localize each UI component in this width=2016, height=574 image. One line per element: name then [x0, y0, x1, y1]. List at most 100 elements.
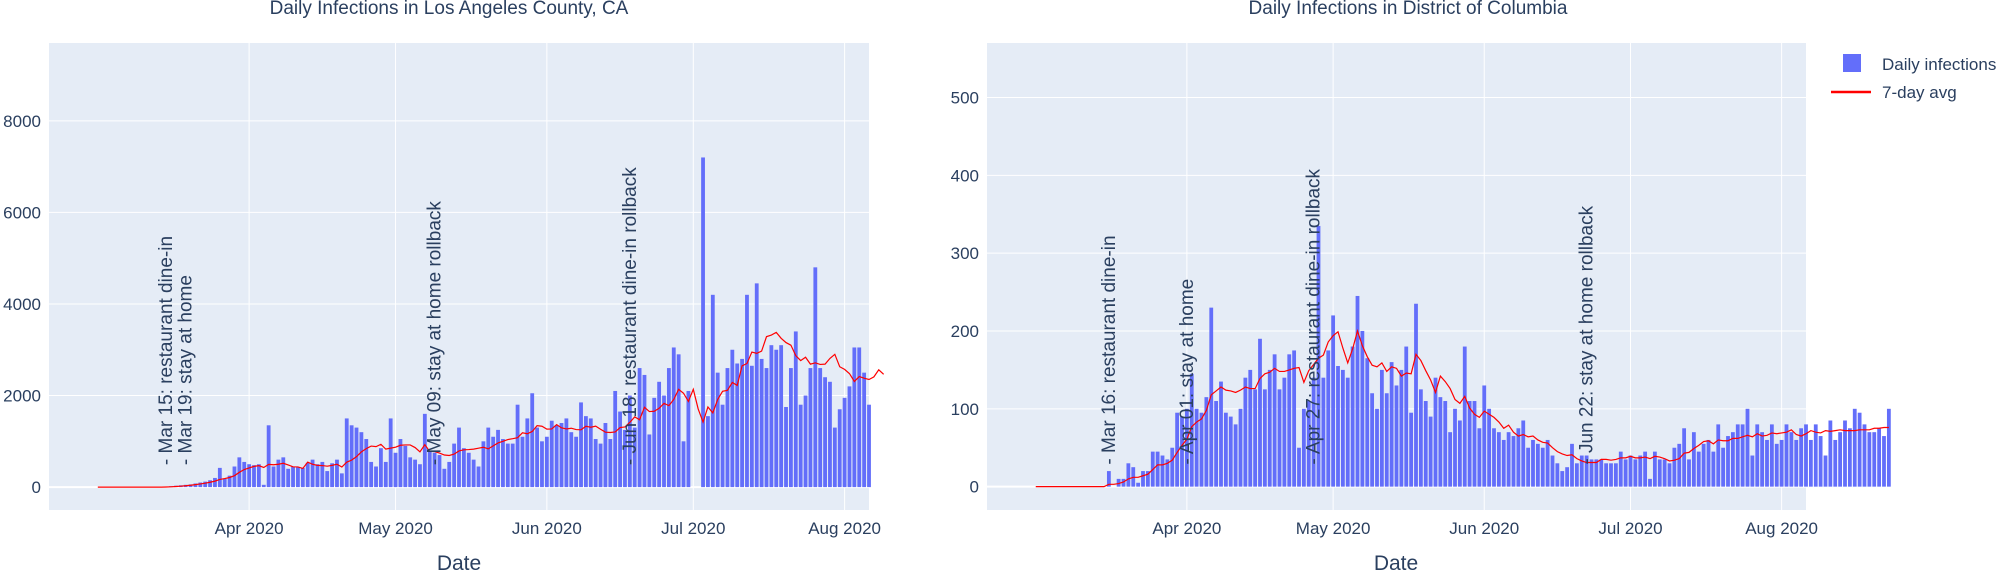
- bar: [593, 439, 598, 488]
- bar: [1862, 424, 1867, 487]
- bar: [1735, 424, 1740, 487]
- bar: [501, 439, 505, 488]
- bar: [1228, 416, 1233, 487]
- bar: [1238, 408, 1243, 487]
- bar: [769, 345, 774, 488]
- bar: [759, 358, 764, 488]
- legend[interactable]: Daily infections 7-day avg: [1831, 54, 1996, 102]
- legend-item-daily-infections[interactable]: Daily infections: [1843, 54, 1996, 74]
- bar: [217, 467, 222, 488]
- bar: [1121, 478, 1126, 487]
- bar: [1882, 436, 1886, 487]
- legend-swatch-square: [1843, 54, 1861, 72]
- bar: [1443, 401, 1448, 487]
- bar: [745, 294, 749, 488]
- bar: [588, 418, 593, 488]
- bar: [1272, 354, 1277, 487]
- x-tick-label: Apr 2020: [215, 519, 284, 538]
- bar: [1779, 439, 1784, 487]
- bar: [1555, 463, 1560, 487]
- bar: [466, 452, 471, 488]
- annotations: - Mar 15: restaurant dine-in- Mar 19: st…: [156, 167, 641, 465]
- bar: [813, 267, 818, 488]
- annotation-label: - Mar 16: restaurant dine-in: [1099, 235, 1120, 464]
- bar: [1370, 393, 1375, 487]
- bar: [740, 358, 744, 488]
- x-tick-label: Jul 2020: [661, 519, 725, 538]
- bar: [1194, 408, 1199, 487]
- annotation-label: - Mar 19: stay at home: [176, 275, 197, 465]
- bar: [1258, 338, 1262, 487]
- y-tick-label: 6000: [3, 203, 41, 222]
- bar: [271, 466, 276, 488]
- bar: [1301, 408, 1306, 487]
- bar: [452, 443, 457, 488]
- bar: [779, 345, 784, 488]
- bar: [1823, 455, 1828, 487]
- bar: [618, 411, 622, 488]
- bar: [286, 468, 291, 488]
- bar: [1799, 428, 1804, 487]
- bar: [1565, 467, 1570, 487]
- chart-title: Daily Infections in District of Columbia: [1249, 0, 1568, 19]
- bar: [1350, 346, 1355, 487]
- bar: [1721, 447, 1726, 487]
- bar: [1428, 416, 1433, 487]
- bar: [823, 377, 827, 488]
- bar: [1789, 432, 1794, 487]
- bar: [1414, 303, 1418, 487]
- bar: [1847, 428, 1852, 487]
- bar: [305, 462, 310, 488]
- bar: [256, 464, 261, 488]
- bar: [1355, 295, 1360, 487]
- bar: [208, 480, 212, 488]
- bar: [1755, 424, 1760, 487]
- bar: [862, 372, 867, 488]
- bar: [530, 393, 535, 488]
- bar: [818, 368, 823, 488]
- bar: [1687, 459, 1691, 487]
- bar: [1872, 432, 1877, 487]
- bar: [1457, 420, 1462, 487]
- bar: [388, 418, 393, 488]
- bar: [559, 423, 564, 488]
- bar: [1248, 369, 1253, 487]
- bar: [1638, 455, 1643, 487]
- bar: [1745, 408, 1750, 487]
- bar: [1526, 447, 1531, 487]
- bar: [447, 461, 452, 488]
- bar: [1223, 412, 1228, 487]
- bar: [1750, 455, 1755, 487]
- bar: [613, 390, 618, 488]
- bar: [1540, 447, 1545, 487]
- bar: [710, 294, 715, 488]
- bar: [1277, 389, 1282, 487]
- y-tick-label: 200: [951, 322, 979, 341]
- bar: [1740, 424, 1745, 487]
- bar: [584, 416, 588, 488]
- bar: [1184, 408, 1189, 487]
- bar: [242, 461, 247, 488]
- x-axis-title: Date: [1374, 552, 1418, 574]
- bar: [647, 434, 652, 488]
- chart-la-county: Daily Infections in Los Angeles County, …: [3, 0, 885, 574]
- bar: [1292, 350, 1297, 487]
- legend-item-7-day-avg[interactable]: 7-day avg: [1831, 83, 1957, 102]
- x-tick-label: Apr 2020: [1152, 519, 1221, 538]
- bar: [1360, 330, 1365, 487]
- bar: [1321, 377, 1326, 487]
- bar: [627, 395, 632, 488]
- bar: [554, 425, 559, 488]
- bar: [1126, 463, 1131, 487]
- bar: [461, 448, 466, 488]
- bar: [847, 386, 852, 488]
- bar: [1106, 471, 1111, 487]
- bar: [1331, 315, 1336, 487]
- y-axis-ticks: 0 100 200 300 400 500: [951, 88, 979, 496]
- bar: [1433, 377, 1438, 487]
- bar: [1550, 455, 1555, 487]
- bar: [1609, 463, 1613, 487]
- y-tick-label: 300: [951, 244, 979, 263]
- bar: [1170, 447, 1175, 487]
- bar: [471, 459, 476, 488]
